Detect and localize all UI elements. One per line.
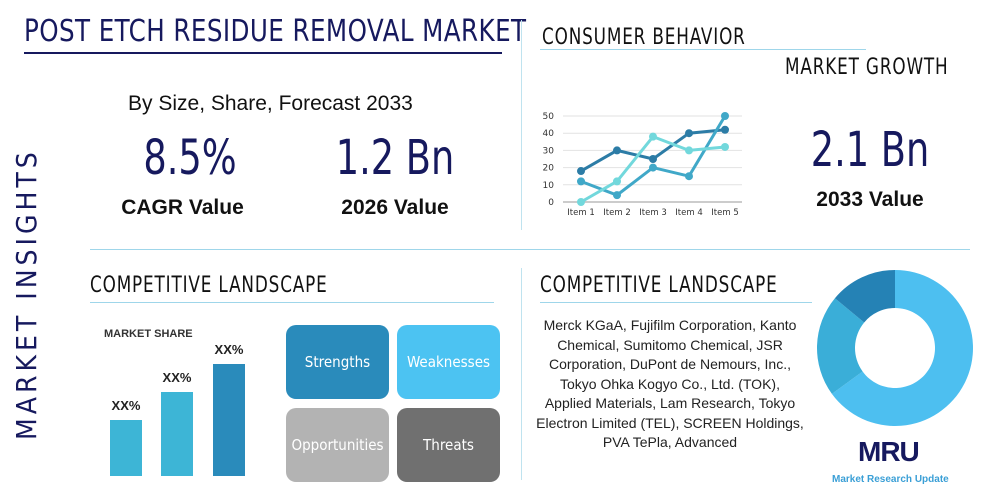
donut-chart (817, 270, 973, 426)
y-tick-label: 30 (543, 146, 555, 156)
market-share-bar (110, 420, 142, 476)
x-tick-label: Item 1 (567, 208, 594, 218)
market-share-title: MARKET SHARE (104, 328, 193, 340)
x-tick-label: Item 4 (675, 208, 702, 218)
cl-underline (90, 302, 494, 303)
market-share-bar (213, 364, 245, 476)
line-chart: 0 10 20 30 40 50 Item 1 Item 2 Item 3 Item 4 Item … (543, 112, 742, 218)
x-tick-label: Item 2 (603, 208, 630, 218)
swot-opportunities[interactable]: Opportunities (286, 408, 389, 482)
y-tick-label: 40 (543, 129, 555, 139)
data-point (649, 163, 657, 172)
swot-weaknesses[interactable]: Weaknesses (397, 325, 500, 399)
data-point (613, 191, 621, 200)
value-2033: 2.1 Bn (810, 122, 930, 178)
y-tick-label: 10 (543, 181, 555, 191)
page-title: POST ETCH RESIDUE REMOVAL MARKET (24, 14, 527, 49)
title-underline (24, 52, 502, 54)
bar-value-label: XX% (214, 342, 244, 357)
data-point (613, 146, 621, 155)
data-point (577, 177, 585, 186)
data-point (721, 142, 729, 151)
donut-slice (817, 298, 865, 394)
swot-strengths[interactable]: Strengths (286, 325, 389, 399)
competitive-heading-right: COMPETITIVE LANDSCAPE (540, 273, 778, 298)
data-point (685, 172, 693, 181)
data-point (721, 112, 729, 120)
subtitle: By Size, Share, Forecast 2033 (128, 92, 413, 115)
strengths-label: Strengths (304, 353, 371, 371)
divider-h (90, 249, 970, 250)
opportunities-label: Opportunities (291, 436, 384, 454)
donut-slice (831, 270, 973, 426)
cagr-value: 8.5% (143, 130, 237, 186)
swot-threats[interactable]: Threats (397, 408, 500, 482)
data-point (721, 125, 729, 134)
weaknesses-label: Weaknesses (406, 353, 491, 371)
company-list: Merck KGaA, Fujifilm Corporation, Kanto … (536, 317, 804, 450)
cagr-label: CAGR Value (121, 196, 244, 219)
data-point (649, 132, 657, 141)
cb-underline (540, 49, 866, 50)
logo-name: Market Research Update (832, 474, 949, 485)
logo-mark: MRU (858, 436, 920, 467)
x-tick-label: Item 5 (711, 208, 738, 218)
donut-slice (834, 270, 895, 323)
cr-underline (540, 302, 812, 303)
data-point (613, 177, 621, 186)
x-tick-label: Item 3 (639, 208, 666, 218)
divider-v-top (521, 20, 522, 230)
data-point (685, 146, 693, 155)
data-point (685, 129, 693, 138)
value-2026-label: 2026 Value (341, 196, 449, 219)
data-point (649, 155, 657, 163)
y-tick-label: 0 (548, 198, 554, 208)
data-point (577, 167, 585, 176)
y-tick-label: 50 (543, 112, 555, 122)
value-2026: 1.2 Bn (335, 130, 455, 186)
side-label: MARKET INSIGHTS (10, 148, 43, 440)
consumer-behavior-heading: CONSUMER BEHAVIOR (542, 25, 746, 50)
bar-value-label: XX% (162, 370, 192, 385)
value-2033-label: 2033 Value (816, 188, 924, 211)
y-tick-label: 20 (543, 164, 555, 174)
data-point (577, 198, 585, 206)
market-growth-heading: MARKET GROWTH (785, 55, 949, 80)
competitive-heading-left: COMPETITIVE LANDSCAPE (90, 273, 328, 298)
threats-label: Threats (423, 436, 474, 454)
market-share-bar (161, 392, 193, 476)
divider-v-bottom (521, 268, 522, 480)
bar-value-label: XX% (111, 398, 141, 413)
